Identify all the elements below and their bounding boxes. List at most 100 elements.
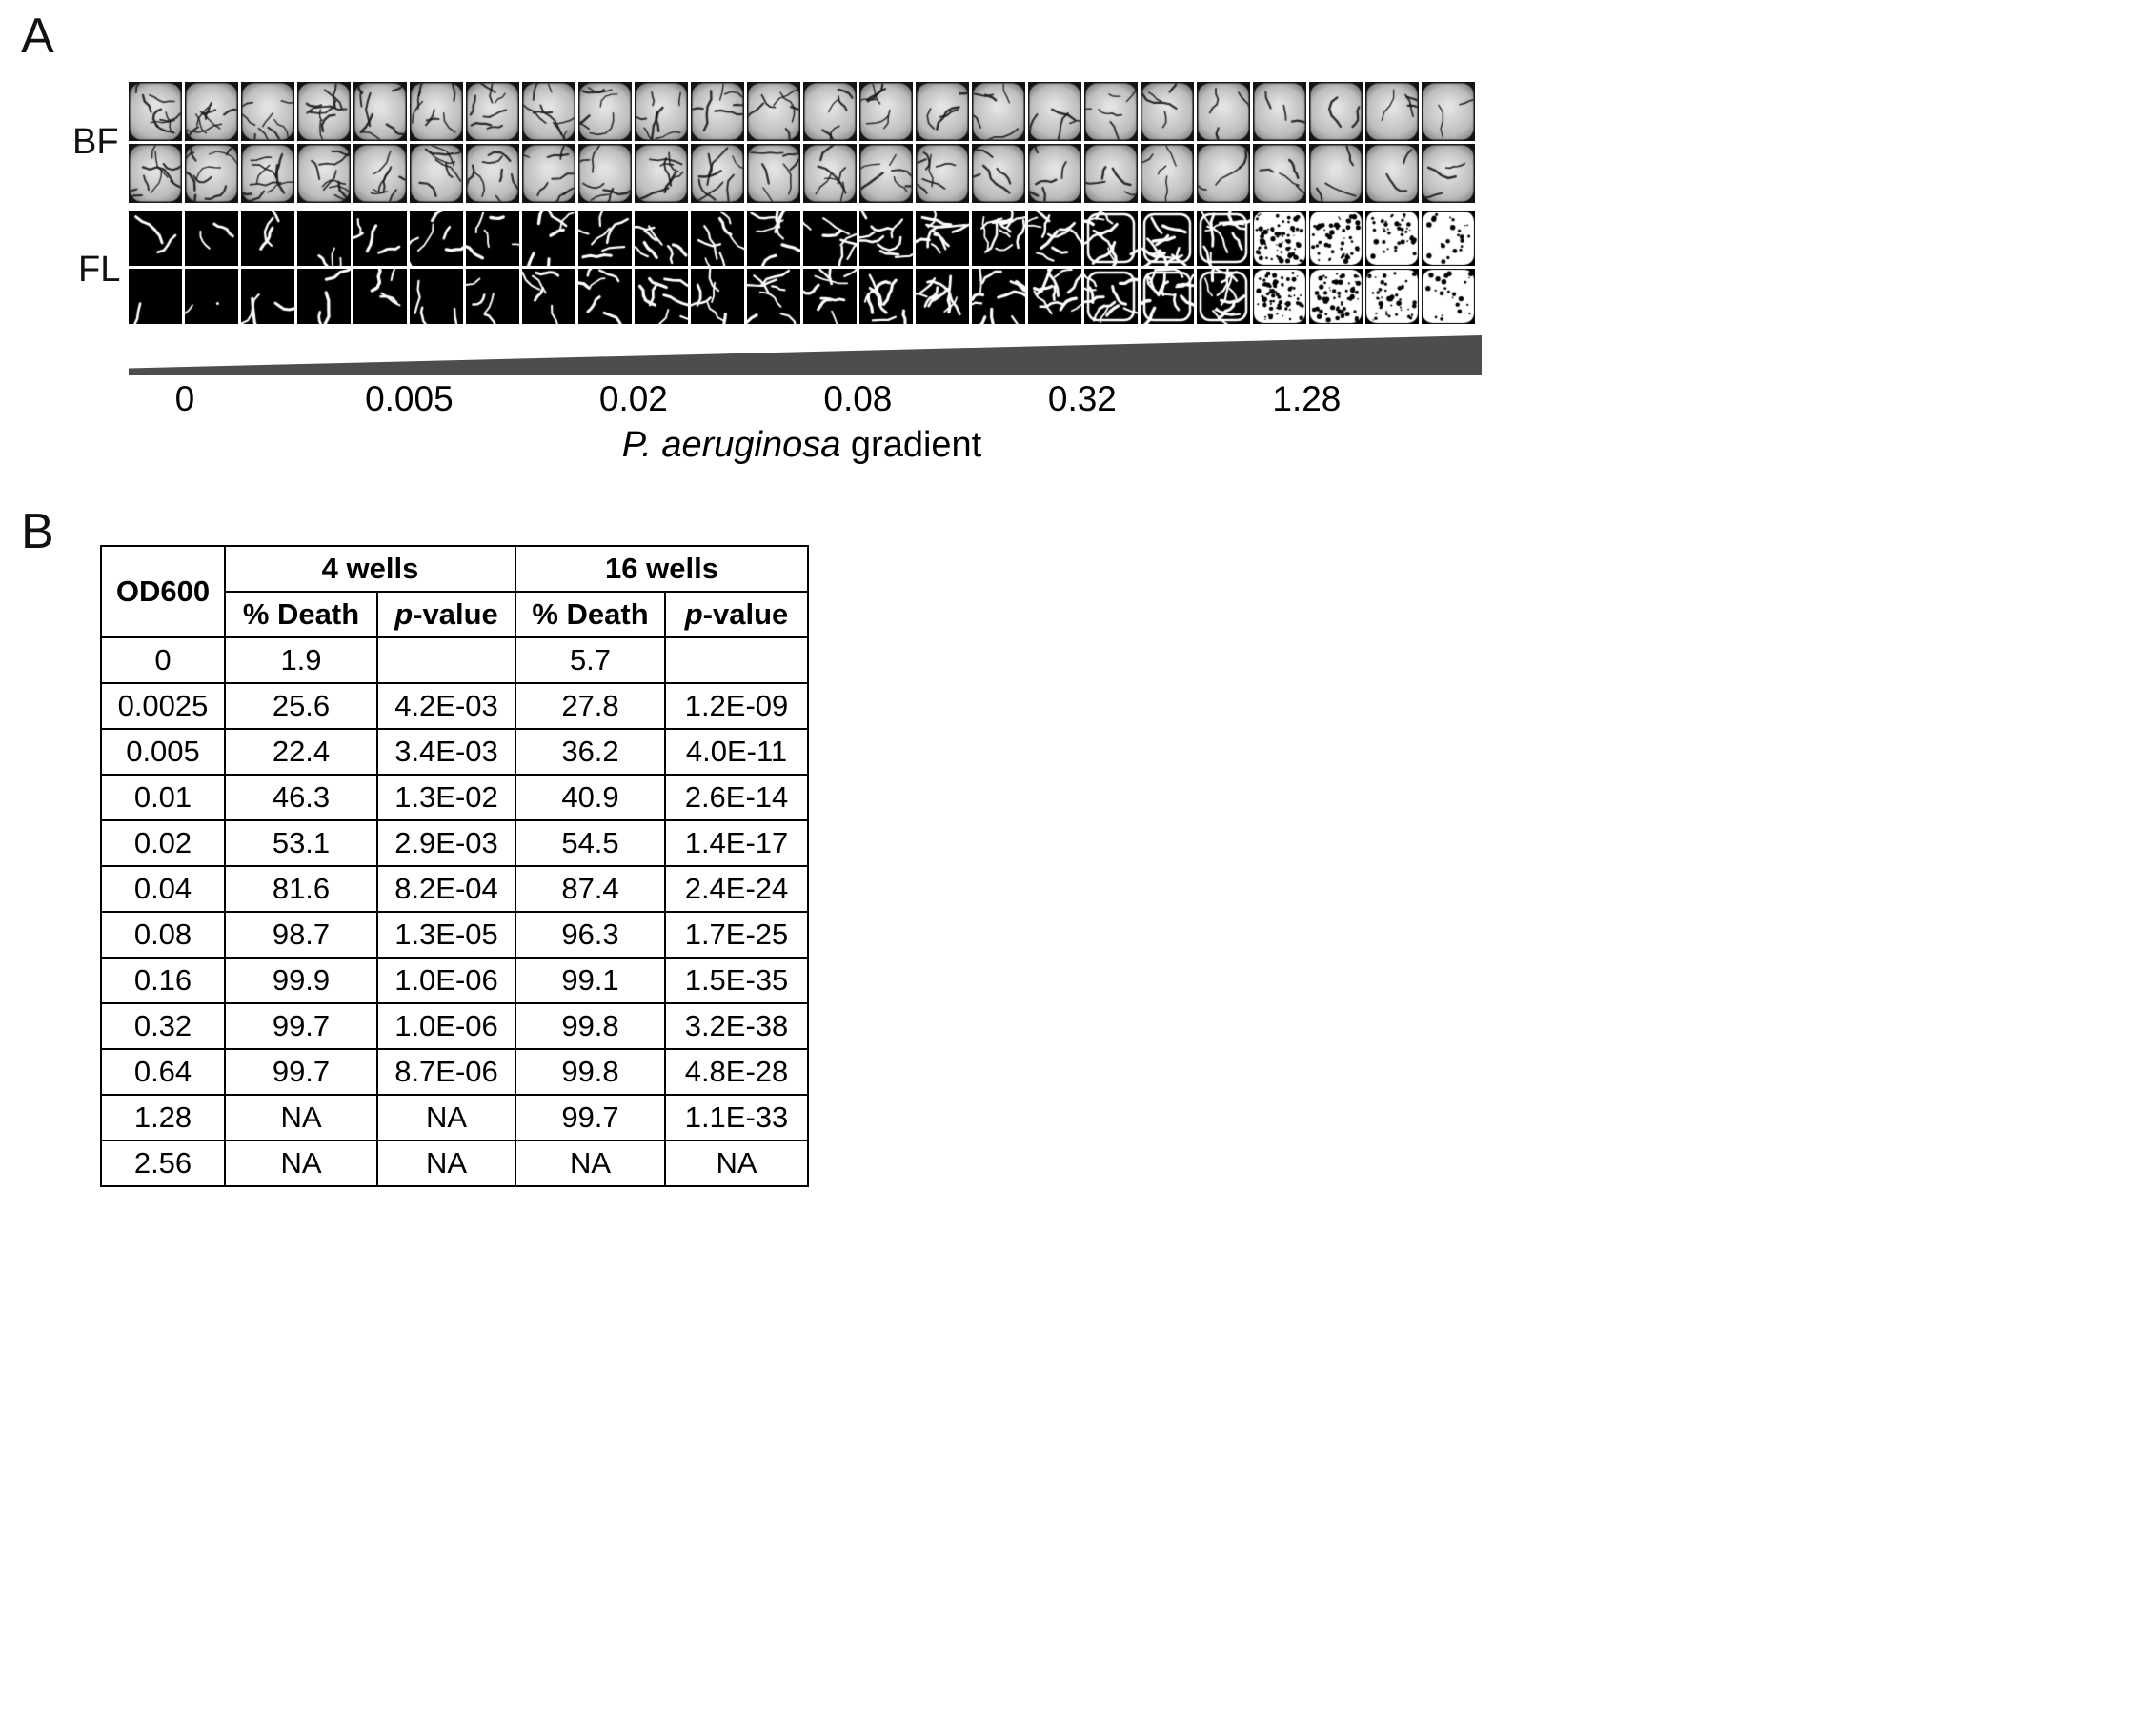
od600-cell: 0.64 xyxy=(100,1048,226,1096)
bf-well-row-1 xyxy=(129,82,1475,141)
well-image xyxy=(185,211,238,266)
well-image xyxy=(1028,144,1081,203)
well-image xyxy=(635,144,688,203)
value-cell: 8.7E-06 xyxy=(376,1048,516,1096)
value-cell: 99.8 xyxy=(515,1002,666,1050)
well-image xyxy=(1028,211,1081,266)
p-italic: p xyxy=(394,597,414,631)
well-image xyxy=(1365,82,1419,141)
well-image xyxy=(1309,82,1363,141)
well-image xyxy=(297,211,351,266)
well-image xyxy=(297,82,351,141)
pvalue-header-4wells: p-value xyxy=(376,591,516,638)
value-cell: 99.7 xyxy=(224,1002,378,1050)
value-cell: 27.8 xyxy=(515,682,666,730)
well-image xyxy=(185,82,238,141)
well-image xyxy=(803,82,857,141)
value-cell: 2.9E-03 xyxy=(376,819,516,867)
well-image xyxy=(1141,144,1194,203)
well-image xyxy=(185,269,238,324)
value-cell: NA xyxy=(376,1140,516,1187)
value-cell: 87.4 xyxy=(515,865,666,913)
table-row: 0.64 99.7 8.7E-06 99.8 4.8E-28 xyxy=(100,1048,809,1096)
od600-cell: 0.32 xyxy=(100,1002,226,1050)
well-image xyxy=(916,211,969,266)
well-image xyxy=(691,82,744,141)
gradient-tick: 0.005 xyxy=(365,379,454,418)
well-image xyxy=(522,269,575,324)
value-cell: 53.1 xyxy=(224,819,378,867)
value-cell: 1.3E-05 xyxy=(376,911,516,959)
value-cell: 1.7E-25 xyxy=(664,911,809,959)
value-cell xyxy=(664,636,809,684)
group-header-16-wells: 16 wells xyxy=(515,545,809,593)
table-row: 0.16 99.9 1.0E-06 99.1 1.5E-35 xyxy=(100,957,809,1004)
value-cell: 54.5 xyxy=(515,819,666,867)
well-image xyxy=(1197,269,1250,324)
well-image xyxy=(916,82,969,141)
value-cell: 2.6E-14 xyxy=(664,774,809,821)
well-image xyxy=(466,144,519,203)
table-header-row-measures: % Death p-value % Death p-value xyxy=(101,591,809,638)
table-row: 2.56 NA NA NA NA xyxy=(100,1140,809,1187)
value-cell: 4.2E-03 xyxy=(376,682,516,730)
well-image xyxy=(1084,82,1138,141)
well-image xyxy=(1028,269,1081,324)
od600-cell: 0.0025 xyxy=(100,682,226,730)
well-image xyxy=(466,82,519,141)
well-image xyxy=(1365,144,1419,203)
value-cell: 1.5E-35 xyxy=(664,957,809,1004)
group-header-4-wells: 4 wells xyxy=(224,545,516,593)
well-image xyxy=(1253,82,1306,141)
results-table-body: 0 1.9 5.7 0.0025 25.6 4.2E-03 27.8 1.2E-09 0.005… xyxy=(100,636,809,1187)
well-image xyxy=(635,82,688,141)
table-row: 0.0025 25.6 4.2E-03 27.8 1.2E-09 xyxy=(100,682,809,730)
gradient-caption: P. aeruginosa gradient xyxy=(129,425,1475,466)
od600-cell: 0.005 xyxy=(100,728,226,776)
value-cell: 5.7 xyxy=(515,636,666,684)
gradient-tick: 1.28 xyxy=(1272,379,1342,418)
table-row: 0 1.9 5.7 xyxy=(100,636,809,684)
well-image xyxy=(578,144,632,203)
value-cell: NA xyxy=(224,1094,378,1141)
well-image xyxy=(410,82,463,141)
od600-header: OD600 xyxy=(100,545,226,638)
brightfield-row-label: BF xyxy=(72,122,119,162)
well-image xyxy=(1309,144,1363,203)
well-image xyxy=(129,211,182,266)
value-cell: 99.8 xyxy=(515,1048,666,1096)
well-image xyxy=(522,211,575,266)
table-row: 0.005 22.4 3.4E-03 36.2 4.0E-11 xyxy=(100,728,809,776)
well-image xyxy=(466,211,519,266)
od600-cell: 2.56 xyxy=(100,1140,226,1187)
gradient-caption-species: P. aeruginosa xyxy=(621,425,841,465)
value-cell: NA xyxy=(224,1140,378,1187)
well-image xyxy=(241,211,294,266)
well-image xyxy=(353,82,407,141)
well-image xyxy=(578,269,632,324)
table-row: 0.02 53.1 2.9E-03 54.5 1.4E-17 xyxy=(100,819,809,867)
od600-cell: 1.28 xyxy=(100,1094,226,1141)
well-image xyxy=(1028,82,1081,141)
value-cell: 8.2E-04 xyxy=(376,865,516,913)
value-cell: 46.3 xyxy=(224,774,378,821)
well-image xyxy=(859,82,913,141)
od600-cell: 0.02 xyxy=(100,819,226,867)
well-image xyxy=(916,144,969,203)
value-cell: 1.0E-06 xyxy=(376,1002,516,1050)
table-row: 0.01 46.3 1.3E-02 40.9 2.6E-14 xyxy=(100,774,809,821)
od600-cell: 0.04 xyxy=(100,865,226,913)
well-image xyxy=(972,269,1025,324)
well-image xyxy=(1084,144,1138,203)
death-header-4wells: % Death xyxy=(224,591,378,638)
well-image xyxy=(353,144,407,203)
panel-a-label: A xyxy=(21,9,54,64)
value-cell: NA xyxy=(515,1140,666,1187)
well-image xyxy=(972,211,1025,266)
table-row: 0.08 98.7 1.3E-05 96.3 1.7E-25 xyxy=(100,911,809,959)
wells-strip xyxy=(129,82,1475,327)
table-row: 0.32 99.7 1.0E-06 99.8 3.2E-38 xyxy=(100,1002,809,1050)
well-image xyxy=(1084,211,1138,266)
od600-cell: 0.16 xyxy=(100,957,226,1004)
well-image xyxy=(747,269,800,324)
